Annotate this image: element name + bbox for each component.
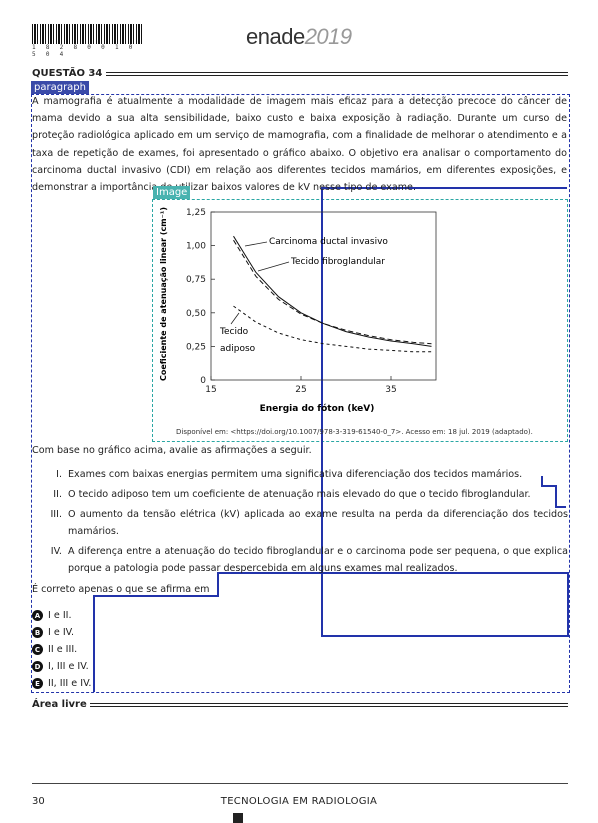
- question-header: QUESTÃO 34: [32, 68, 568, 82]
- question-title: QUESTÃO 34: [32, 68, 103, 79]
- series-fibroglandular-line: [233, 239, 432, 345]
- x-axis-label: Energia do fóton (keV): [260, 403, 375, 414]
- option-text: I e II.: [48, 610, 72, 621]
- statement-text: A diferença entre a atenuação do tecido …: [68, 546, 568, 574]
- y-axis-label: Coeficiente de atenuação linear (cm⁻¹): [159, 207, 168, 381]
- y-tick-label: 1,00: [186, 242, 206, 252]
- image-region: [152, 199, 568, 442]
- image-source: Disponível em: <https://doi.org/10.1007/…: [176, 428, 533, 436]
- statement-iv: IV. A diferença entre a atenuação do teci…: [32, 543, 568, 577]
- y-tick-label: 0,25: [186, 342, 206, 352]
- answer-options: A I e II. B I e IV. C II e III. D I, III e I…: [32, 607, 91, 692]
- option-letter: E: [32, 678, 43, 689]
- conclusion-text: É correto apenas o que se afirma em: [32, 584, 210, 595]
- barcode: [32, 24, 142, 44]
- enade-logo: enade2019: [246, 24, 352, 50]
- statement-number: II.: [53, 489, 62, 500]
- option-text: I, III e IV.: [48, 661, 89, 672]
- statements-list: I. Exames com baixas energias permitem um…: [32, 466, 568, 580]
- annotation-carcinoma: Carcinoma ductal invasivo: [269, 237, 388, 247]
- option-letter: B: [32, 627, 43, 638]
- option-text: II, III e IV.: [48, 678, 92, 689]
- plot-area: 0 0,25 0,50 0,75 1,00 1,25 15 25 35: [186, 208, 437, 395]
- arrow-carcinoma: [244, 241, 268, 247]
- annotation-fibroglandular: Tecido fibroglandular: [290, 257, 385, 267]
- statement-text: O aumento da tensão elétrica (kV) aplica…: [68, 509, 568, 537]
- question-rule: [106, 72, 568, 76]
- statement-text: Exames com baixas energias permitem uma …: [68, 469, 523, 480]
- series-carcinoma-line: [233, 235, 432, 347]
- annotation-adiposo: adiposo: [220, 344, 256, 354]
- y-tick-label: 0: [200, 376, 206, 386]
- option-c[interactable]: C II e III.: [32, 641, 91, 658]
- statement-number: III.: [50, 509, 62, 520]
- y-tick-label: 1,25: [186, 208, 206, 218]
- statement-ii: II. O tecido adiposo tem um coeficiente d…: [32, 486, 568, 503]
- option-letter: D: [32, 661, 43, 672]
- y-tick-label: 0,75: [186, 275, 206, 285]
- footer-rule: [32, 783, 568, 784]
- option-text: II e III.: [48, 644, 78, 655]
- attenuation-chart: 0 0,25 0,50 0,75 1,00 1,25 15 25 35 Energia do f…: [159, 207, 437, 414]
- paragraph-region: [31, 94, 570, 693]
- arrow-fibroglandular: [257, 261, 290, 272]
- option-d[interactable]: D I, III e IV.: [32, 658, 91, 675]
- x-tick-label: 35: [385, 385, 396, 395]
- series-adiposo-line: [233, 305, 432, 353]
- x-tick-label: 25: [295, 385, 306, 395]
- option-text: I e IV.: [48, 627, 75, 638]
- statement-number: I.: [56, 469, 62, 480]
- option-e[interactable]: E II, III e IV.: [32, 675, 91, 692]
- statement-iii: III. O aumento da tensão elétrica (kV) ap…: [32, 506, 568, 540]
- area-livre-rule: [90, 703, 568, 707]
- barcode-digits: 1 8 2 8 0 0 1 0 5 0 4: [32, 44, 136, 58]
- footer-course-title: TECNOLOGIA EM RADIOLOGIA: [220, 796, 378, 807]
- option-b[interactable]: B I e IV.: [32, 624, 91, 641]
- page-number: 30: [32, 796, 45, 807]
- logo-year: 2019: [304, 24, 352, 49]
- intro-paragraph: A mamografia é atualmente a modalidade d…: [32, 96, 567, 194]
- statement-text: O tecido adiposo tem um coeficiente de a…: [68, 489, 531, 500]
- area-livre-title: Área livre: [32, 699, 87, 710]
- option-letter: A: [32, 610, 43, 621]
- statement-number: IV.: [50, 546, 62, 557]
- logo-text: enade: [246, 24, 305, 49]
- lead-text: Com base no gráfico acima, avalie as afi…: [32, 445, 312, 456]
- y-tick-label: 0,50: [186, 309, 206, 319]
- x-tick-label: 15: [205, 385, 216, 395]
- plot-frame: [210, 211, 437, 381]
- arrow-adiposo: [230, 312, 240, 325]
- annotation-tecido: Tecido: [219, 327, 249, 337]
- option-a[interactable]: A I e II.: [32, 607, 91, 624]
- footer-mark: [233, 813, 243, 823]
- option-letter: C: [32, 644, 43, 655]
- image-tag: Image: [153, 186, 191, 199]
- area-livre-header: Área livre: [32, 699, 568, 713]
- statement-i: I. Exames com baixas energias permitem um…: [32, 466, 568, 483]
- paragraph-tag: paragraph: [31, 81, 89, 94]
